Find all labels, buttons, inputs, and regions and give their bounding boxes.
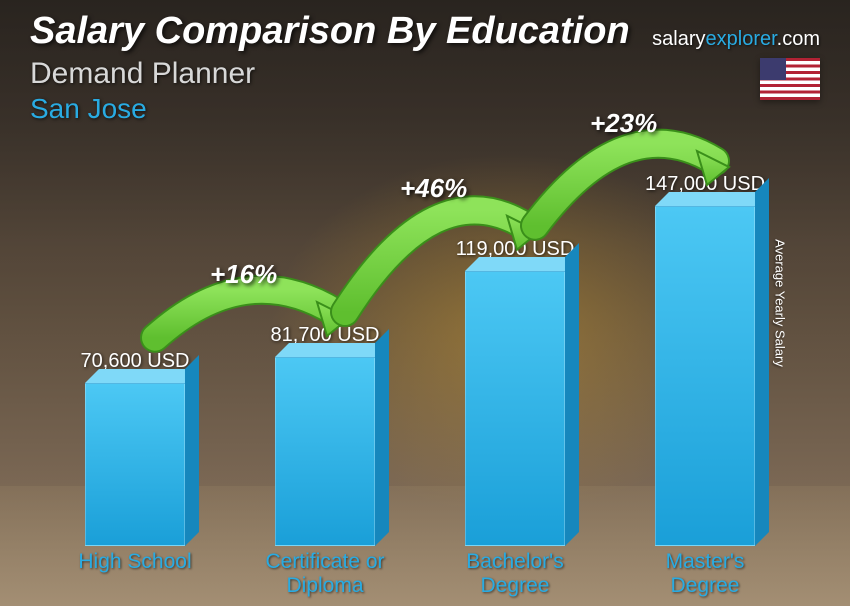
category-label: Master'sDegree [615, 550, 795, 598]
jump-percent-label: +23% [590, 108, 657, 139]
bar-group: 70,600 USD [45, 350, 225, 546]
job-title: Demand Planner [30, 57, 830, 91]
flag-icon [760, 58, 820, 100]
jump-percent-label: +46% [400, 173, 467, 204]
jump-percent-label: +16% [210, 259, 277, 290]
brand-tld: .com [777, 28, 820, 50]
bar [655, 206, 755, 546]
category-label: Certificate orDiploma [235, 550, 415, 598]
bar-group: 119,000 USD [425, 238, 605, 546]
bar [275, 357, 375, 546]
category-label: High School [45, 550, 225, 598]
bar [85, 383, 185, 546]
brand-suffix: explorer [706, 28, 777, 50]
bar-front [85, 383, 185, 546]
bar-cap [655, 192, 769, 206]
bar-cap [275, 343, 389, 357]
brand-prefix: salary [652, 28, 705, 50]
bar-front [275, 357, 375, 546]
bar-side [375, 329, 389, 546]
bar-front [655, 206, 755, 546]
brand-logo: salaryexplorer.com [652, 28, 820, 51]
bar-side [565, 243, 579, 546]
category-labels: High SchoolCertificate orDiplomaBachelor… [40, 550, 800, 598]
category-label: Bachelor'sDegree [425, 550, 605, 598]
bar [465, 271, 565, 546]
bar-side [755, 178, 769, 546]
bar-side [185, 355, 199, 546]
location-label: San Jose [30, 93, 830, 125]
bar-chart: 70,600 USD81,700 USD119,000 USD147,000 U… [40, 146, 800, 546]
bar-cap [85, 369, 199, 383]
bar-group: 81,700 USD [235, 324, 415, 546]
bar-group: 147,000 USD [615, 173, 795, 546]
bar-cap [465, 257, 579, 271]
bar-front [465, 271, 565, 546]
